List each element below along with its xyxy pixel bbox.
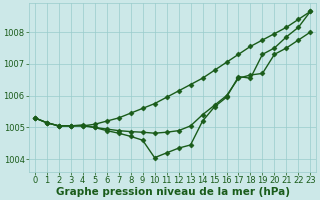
X-axis label: Graphe pression niveau de la mer (hPa): Graphe pression niveau de la mer (hPa) — [56, 187, 290, 197]
